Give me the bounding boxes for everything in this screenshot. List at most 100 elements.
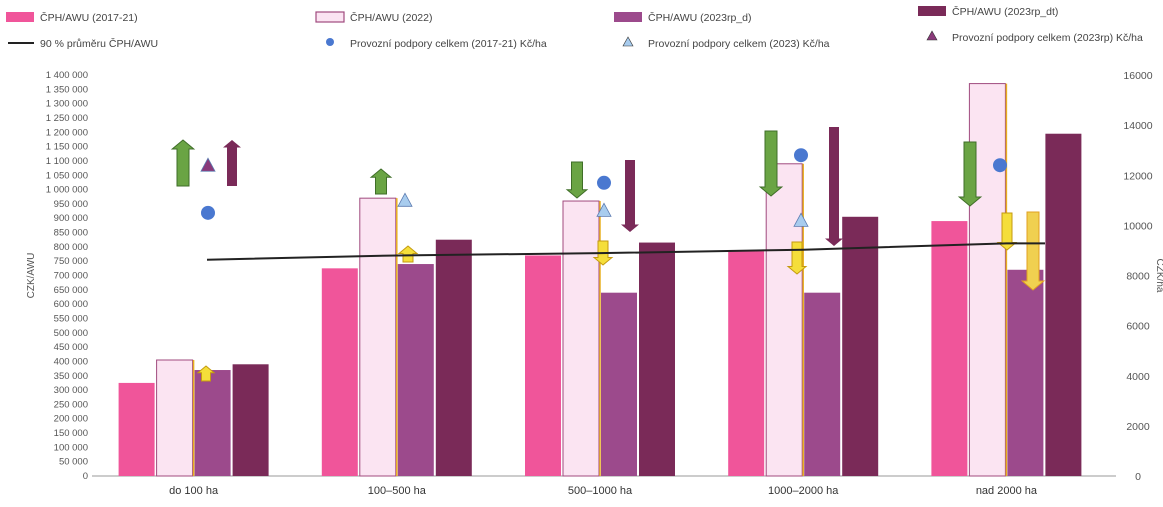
- support-marker-circle: [201, 205, 215, 220]
- support-marker-circle: [993, 158, 1007, 173]
- change-arrow: [565, 161, 589, 199]
- legend-item: Provozní podpory celkem (2023) Kč/ha: [622, 36, 830, 50]
- legend-item: Provozní podpory celkem (2023rp) Kč/ha: [926, 30, 1143, 44]
- bars: [118, 83, 1082, 477]
- y2-tick-label: 8000: [1126, 271, 1150, 283]
- change-arrow: [621, 160, 639, 232]
- bar: [931, 221, 968, 476]
- legend-label: Provozní podpory celkem (2023) Kč/ha: [648, 38, 830, 50]
- legend-swatch: [918, 6, 946, 16]
- legend-label: ČPH/AWU (2017-21): [40, 11, 138, 24]
- support-marker-triangle: [793, 212, 809, 227]
- y-tick-label: 600 000: [54, 299, 88, 310]
- y-tick-label: 900 000: [54, 213, 88, 224]
- y-tick-label: 1 050 000: [46, 170, 88, 181]
- y-tick-label: 50 000: [59, 457, 88, 468]
- bar: [156, 359, 194, 477]
- legend-swatch: [6, 12, 34, 22]
- bar: [728, 251, 765, 476]
- legend-item: ČPH/AWU (2023rp_d): [614, 11, 751, 24]
- bar: [1045, 133, 1082, 477]
- legend-swatch: [926, 30, 938, 41]
- y-tick-label: 1 400 000: [46, 70, 88, 81]
- change-arrow: [996, 212, 1018, 251]
- legend-item: ČPH/AWU (2017-21): [6, 11, 138, 24]
- bar: [601, 292, 637, 476]
- y-tick-label: 1 300 000: [46, 99, 88, 110]
- legend-item: 90 % průměru ČPH/AWU: [8, 37, 158, 50]
- y2-tick-label: 12000: [1123, 170, 1152, 182]
- y2-tick-label: 14000: [1123, 120, 1152, 132]
- change-arrow: [397, 245, 419, 263]
- average-line-path: [206, 242, 1045, 261]
- x-tick-label: 100–500 ha: [368, 485, 427, 497]
- change-arrow: [369, 168, 393, 195]
- y-tick-label: 100 000: [54, 442, 88, 453]
- y-tick-label: 250 000: [54, 399, 88, 410]
- y2-tick-label: 6000: [1126, 321, 1150, 333]
- y2-axis-title: CZK/ha: [1154, 259, 1163, 293]
- change-arrow: [170, 139, 196, 187]
- bar: [562, 200, 600, 477]
- arrows: [170, 127, 1046, 382]
- y-tick-label: 950 000: [54, 199, 88, 210]
- y-tick-label: 1 100 000: [46, 156, 88, 167]
- y-axis-title: CZK/AWU: [26, 253, 37, 299]
- legend-swatch: [315, 11, 345, 23]
- y-tick-label: 300 000: [54, 385, 88, 396]
- axes: 0 50 000 100 000 150 000 200 000 250 000 300 0…: [26, 70, 1163, 483]
- bar: [639, 242, 675, 476]
- support-marker-triangle: [397, 192, 413, 207]
- y-tick-label: 650 000: [54, 285, 88, 296]
- y-tick-label: 200 000: [54, 414, 88, 425]
- change-arrow: [758, 130, 784, 197]
- support-marker-circle: [597, 175, 611, 190]
- y-tick-label: 800 000: [54, 242, 88, 253]
- y-tick-label: 700 000: [54, 271, 88, 282]
- bar: [118, 382, 155, 476]
- y2-tick-label: 10000: [1123, 220, 1152, 232]
- support-marker-triangle: [596, 202, 612, 217]
- legend-label: ČPH/AWU (2023rp_dt): [952, 5, 1058, 18]
- y-tick-label: 350 000: [54, 371, 88, 382]
- y2-tick-label: 0: [1135, 471, 1141, 483]
- bar: [397, 264, 434, 476]
- bar: [765, 163, 803, 477]
- legend-item: ČPH/AWU (2022): [315, 11, 432, 24]
- bar: [804, 292, 841, 476]
- y-tick-label: 450 000: [54, 342, 88, 353]
- support-marker-triangle: [200, 157, 216, 172]
- legend-label: Provozní podpory celkem (2017-21) Kč/ha: [350, 38, 547, 50]
- legend-item: Provozní podpory celkem (2017-21) Kč/ha: [326, 38, 547, 50]
- y-tick-label: 1 150 000: [46, 142, 88, 153]
- bar: [1007, 269, 1044, 476]
- x-tick-label: 1000–2000 ha: [768, 485, 839, 497]
- bar: [321, 268, 358, 476]
- bar: [525, 255, 561, 476]
- legend-label: 90 % průměru ČPH/AWU: [40, 37, 158, 50]
- y-tick-label: 0: [83, 471, 88, 482]
- y2-tick-label: 16000: [1123, 70, 1152, 82]
- y-tick-label: 1 250 000: [46, 113, 88, 124]
- y2-tick-label: 4000: [1126, 371, 1150, 383]
- change-arrow: [196, 365, 216, 382]
- markers: [200, 148, 1007, 227]
- x-axis-labels: do 100 ha 100–500 ha 500–1000 ha 1000–2000 …: [169, 485, 1038, 497]
- legend-swatch: [326, 38, 334, 46]
- legend: ČPH/AWU (2017-21) ČPH/AWU (2022) ČPH/AWU (…: [6, 5, 1143, 50]
- y-tick-label: 1 000 000: [46, 185, 88, 196]
- y-tick-label: 500 000: [54, 328, 88, 339]
- change-arrow: [825, 127, 843, 246]
- change-arrow: [957, 141, 983, 207]
- bar: [232, 364, 269, 476]
- x-tick-label: 500–1000 ha: [568, 485, 633, 497]
- legend-item: ČPH/AWU (2023rp_dt): [918, 5, 1058, 18]
- change-arrow: [223, 140, 241, 186]
- bar: [842, 216, 879, 476]
- y-tick-label: 150 000: [54, 428, 88, 439]
- y-tick-label: 750 000: [54, 256, 88, 267]
- x-tick-label: do 100 ha: [169, 485, 219, 497]
- legend-label: ČPH/AWU (2023rp_d): [648, 11, 751, 24]
